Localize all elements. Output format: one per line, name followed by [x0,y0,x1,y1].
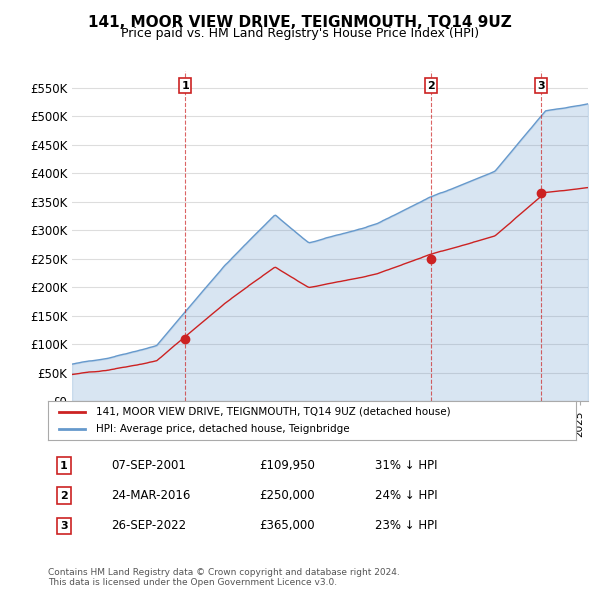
Text: 3: 3 [538,81,545,91]
Text: Price paid vs. HM Land Registry's House Price Index (HPI): Price paid vs. HM Land Registry's House … [121,27,479,40]
141, MOOR VIEW DRIVE, TEIGNMOUTH, TQ14 9UZ (detached house) [119,364,127,371]
Text: 24-MAR-2016: 24-MAR-2016 [112,489,191,502]
Text: 141, MOOR VIEW DRIVE, TEIGNMOUTH, TQ14 9UZ (detached house): 141, MOOR VIEW DRIVE, TEIGNMOUTH, TQ14 9… [95,407,450,417]
Text: £365,000: £365,000 [259,519,315,532]
Line: 141, MOOR VIEW DRIVE, TEIGNMOUTH, TQ14 9UZ (detached house): 141, MOOR VIEW DRIVE, TEIGNMOUTH, TQ14 9… [72,188,588,375]
HPI: Average price, detached house, Teignbridge: (2.03e+03, 5.22e+05): Average price, detached house, Teignbrid… [584,100,592,107]
Text: 07-SEP-2001: 07-SEP-2001 [112,459,186,472]
HPI: Average price, detached house, Teignbridge: (2e+03, 8.22e+04): Average price, detached house, Teignbrid… [119,351,127,358]
141, MOOR VIEW DRIVE, TEIGNMOUTH, TQ14 9UZ (detached house) [347,276,354,283]
HPI: Average price, detached house, Teignbridge: (2e+03, 1.42e+05): Average price, detached house, Teignbrid… [175,317,182,324]
Text: 23% ↓ HPI: 23% ↓ HPI [376,519,438,532]
Text: 141, MOOR VIEW DRIVE, TEIGNMOUTH, TQ14 9UZ: 141, MOOR VIEW DRIVE, TEIGNMOUTH, TQ14 9… [88,15,512,30]
HPI: Average price, detached house, Teignbridge: (2e+03, 6.51e+04): Average price, detached house, Teignbrid… [68,360,76,368]
Text: 2: 2 [427,81,435,91]
141, MOOR VIEW DRIVE, TEIGNMOUTH, TQ14 9UZ (detached house) [68,371,76,378]
HPI: Average price, detached house, Teignbridge: (2.02e+03, 3.54e+05): Average price, detached house, Teignbrid… [422,196,429,203]
Text: 24% ↓ HPI: 24% ↓ HPI [376,489,438,502]
Text: 26-SEP-2022: 26-SEP-2022 [112,519,187,532]
Text: 1: 1 [181,81,189,91]
Text: 3: 3 [60,521,68,531]
Text: 1: 1 [60,461,68,471]
HPI: Average price, detached house, Teignbridge: (2e+03, 1.04e+05): Average price, detached house, Teignbrid… [156,339,163,346]
HPI: Average price, detached house, Teignbridge: (2.01e+03, 2.98e+05): Average price, detached house, Teignbrid… [347,228,354,235]
141, MOOR VIEW DRIVE, TEIGNMOUTH, TQ14 9UZ (detached house) [584,184,592,191]
Line: HPI: Average price, detached house, Teignbridge: HPI: Average price, detached house, Teig… [72,104,588,364]
141, MOOR VIEW DRIVE, TEIGNMOUTH, TQ14 9UZ (detached house) [175,339,182,346]
141, MOOR VIEW DRIVE, TEIGNMOUTH, TQ14 9UZ (detached house) [156,355,163,362]
HPI: Average price, detached house, Teignbridge: (2.02e+03, 3.74e+05): Average price, detached house, Teignbrid… [450,185,457,192]
141, MOOR VIEW DRIVE, TEIGNMOUTH, TQ14 9UZ (detached house) [450,244,457,251]
Text: Contains HM Land Registry data © Crown copyright and database right 2024.
This d: Contains HM Land Registry data © Crown c… [48,568,400,587]
Text: HPI: Average price, detached house, Teignbridge: HPI: Average price, detached house, Teig… [95,424,349,434]
Text: £109,950: £109,950 [259,459,315,472]
Text: 31% ↓ HPI: 31% ↓ HPI [376,459,438,472]
141, MOOR VIEW DRIVE, TEIGNMOUTH, TQ14 9UZ (detached house) [422,253,429,260]
Text: £250,000: £250,000 [259,489,315,502]
Text: 2: 2 [60,491,68,501]
